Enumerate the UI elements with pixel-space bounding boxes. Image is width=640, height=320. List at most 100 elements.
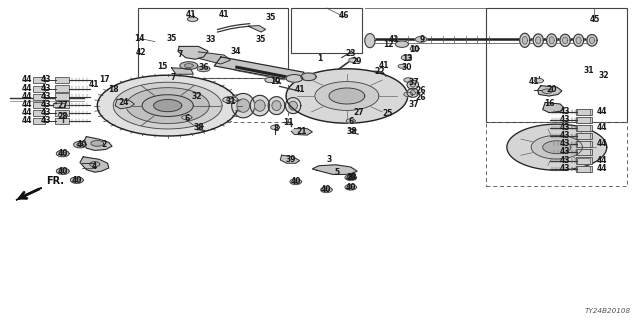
Polygon shape [56,168,69,174]
Polygon shape [126,88,209,124]
Polygon shape [142,95,193,116]
Polygon shape [587,35,597,46]
Bar [55,118,69,124]
Text: 44: 44 [596,164,607,173]
Text: 44: 44 [596,124,607,132]
Polygon shape [60,170,66,173]
Bar [33,102,45,108]
Polygon shape [365,34,375,48]
Polygon shape [312,165,357,174]
Text: 44: 44 [596,108,607,116]
Text: 41: 41 [379,61,389,70]
Polygon shape [56,150,69,157]
Text: 29: 29 [352,57,362,66]
Bar [33,118,45,124]
Bar [56,101,69,105]
Text: 39: 39 [286,155,296,164]
Text: 40: 40 [58,167,68,176]
Text: 35: 35 [166,34,177,43]
Polygon shape [265,77,275,83]
Text: 43: 43 [41,76,51,84]
Text: 28: 28 [347,173,357,182]
Text: FR.: FR. [46,176,64,186]
Polygon shape [415,36,427,42]
Polygon shape [536,37,541,44]
Text: TY24B20108: TY24B20108 [584,308,630,314]
Text: 27: 27 [58,101,68,110]
Polygon shape [293,180,298,183]
Polygon shape [404,78,413,82]
Polygon shape [58,113,67,117]
Text: 38: 38 [347,127,357,136]
Polygon shape [60,152,66,155]
Polygon shape [77,143,83,146]
Polygon shape [80,157,109,172]
Polygon shape [560,34,570,46]
Polygon shape [543,141,571,154]
Bar [577,166,590,172]
Polygon shape [289,101,298,110]
Polygon shape [237,99,250,112]
Bar [33,86,45,92]
Text: 25: 25 [382,109,392,118]
Polygon shape [197,66,210,72]
Text: 20: 20 [547,85,557,94]
Polygon shape [74,141,86,148]
Polygon shape [398,64,406,68]
Polygon shape [285,98,301,114]
Bar [33,110,45,116]
Polygon shape [348,186,353,188]
Text: 43: 43 [41,92,51,101]
Bar [138,78,288,122]
Text: 6: 6 [184,114,189,123]
Polygon shape [410,91,415,95]
Polygon shape [286,69,408,123]
Text: 9: 9 [420,36,425,44]
Polygon shape [407,80,419,89]
Polygon shape [113,82,222,129]
Bar [576,109,592,115]
Text: 10: 10 [410,45,420,54]
Polygon shape [223,97,238,103]
Text: 43: 43 [560,124,570,132]
Text: 43: 43 [41,116,51,125]
Polygon shape [401,55,412,60]
Text: 37: 37 [409,78,419,87]
Text: 22: 22 [374,68,385,76]
Text: 40: 40 [77,140,87,149]
Polygon shape [91,140,104,146]
Text: 42: 42 [136,48,146,57]
Text: 43: 43 [560,132,570,140]
Text: 35: 35 [256,36,266,44]
Text: 36: 36 [198,63,209,72]
Polygon shape [74,179,80,182]
Polygon shape [250,95,269,116]
Text: 43: 43 [560,140,570,148]
Polygon shape [348,176,353,179]
Text: 41: 41 [529,77,540,86]
Bar [577,109,590,115]
Polygon shape [188,17,198,21]
Polygon shape [291,129,312,135]
Polygon shape [573,34,584,46]
Text: 37: 37 [409,100,419,109]
Bar [576,157,592,164]
Bar [55,77,69,83]
Text: 8: 8 [274,124,279,133]
Text: 46: 46 [339,12,349,20]
Bar [486,122,627,186]
Text: 40: 40 [72,176,82,185]
Text: 17: 17 [99,76,109,84]
Polygon shape [16,188,42,200]
Polygon shape [255,100,265,111]
Bar [576,125,592,131]
Bar [33,94,45,100]
Text: 43: 43 [41,108,51,117]
Text: 33: 33 [206,36,216,44]
Polygon shape [227,98,234,101]
Text: 27: 27 [353,108,364,117]
Text: 40: 40 [58,149,68,158]
Text: 40: 40 [346,183,356,192]
Polygon shape [90,162,100,167]
Bar [486,8,627,122]
